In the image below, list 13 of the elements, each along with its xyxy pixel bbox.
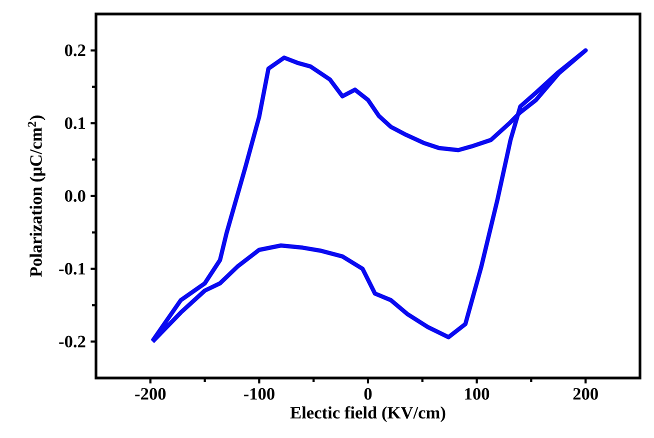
x-tick-label: -200	[135, 388, 166, 400]
y-tick-label: 0.1	[64, 117, 86, 130]
y-tick-label: 0.2	[64, 44, 86, 56]
y-tick-label: -0.2	[59, 336, 86, 348]
x-axis-title: Electic field (KV/cm)	[290, 406, 446, 422]
y-axis-title: Polarization (μC/cm$^{2}$)	[28, 116, 46, 277]
line-series	[150, 48, 588, 344]
x-tick-label: 0	[364, 388, 372, 400]
x-tick-label: 100	[465, 388, 490, 400]
x-tick-label: -100	[244, 388, 274, 400]
y-tick-label: -0.1	[59, 262, 86, 275]
y-tick-label: 0.0	[64, 190, 86, 202]
x-tick-label: 200	[573, 388, 598, 400]
